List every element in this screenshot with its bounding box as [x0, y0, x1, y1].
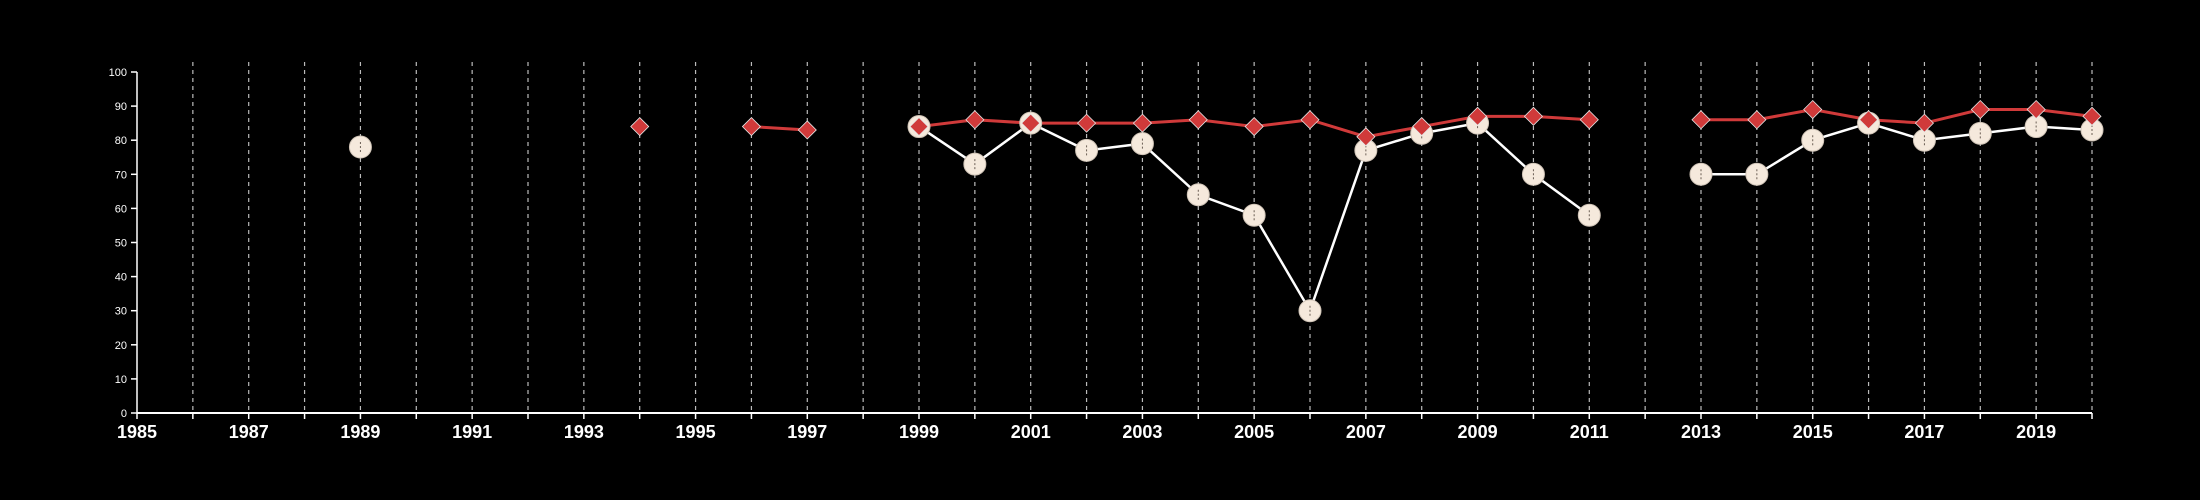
x-tick-label: 2001 [1011, 422, 1051, 442]
x-tick-label: 1993 [564, 422, 604, 442]
data-point-diamond [1970, 99, 1990, 120]
x-tick-label: 1989 [340, 422, 380, 442]
data-point-diamond [1244, 116, 1264, 137]
data-point-diamond [1859, 110, 1879, 130]
data-point-diamond [797, 120, 817, 140]
y-tick-label: 0 [121, 408, 127, 420]
y-tick-label: 60 [115, 203, 127, 215]
x-tick-label: 1997 [787, 422, 827, 442]
x-tick-label: 1999 [899, 422, 939, 442]
y-tick-label: 70 [115, 169, 127, 181]
axes: 0 10 20 30 40 50 60 70 80 90 100 1985 1987 1989 1991 19… [109, 67, 2093, 442]
y-tick-label: 20 [115, 340, 127, 352]
data-point-diamond [1132, 113, 1152, 133]
x-tick-label: 2009 [1458, 422, 1498, 442]
y-tick-label: 10 [115, 374, 127, 386]
data-point-diamond [909, 116, 929, 137]
x-tick-label: 1987 [229, 422, 269, 442]
data-point-diamond [2082, 106, 2102, 126]
data-point-diamond [1356, 127, 1376, 147]
x-tick-label: 2013 [1681, 422, 1721, 442]
data-point-diamond [1523, 106, 1543, 126]
data-point-diamond [1412, 116, 1432, 137]
x-tick-label: 2019 [2016, 422, 2056, 442]
x-tick-label: 1995 [676, 422, 716, 442]
data-point-diamond [630, 116, 650, 137]
y-tick-label: 100 [109, 67, 127, 79]
series-line-diamond [751, 125, 808, 132]
data-point-diamond [1914, 113, 1934, 133]
x-tick-label: 2003 [1122, 422, 1162, 442]
data-point-diamond [1300, 110, 1320, 130]
data-point-diamond [965, 110, 985, 130]
y-tick-label: 40 [115, 272, 127, 284]
x-tick-label: 1985 [117, 422, 157, 442]
data-point-diamond [1691, 110, 1711, 130]
x-tick-label: 2017 [1904, 422, 1944, 442]
data-point-diamond [1188, 110, 1208, 130]
data-point-diamond [1747, 110, 1767, 130]
data-point-diamond [2026, 99, 2046, 120]
y-tick-label: 30 [115, 306, 127, 318]
data-point-diamond [1077, 113, 1097, 133]
y-tick-label: 90 [115, 101, 127, 113]
x-tick-label: 2011 [1570, 422, 1609, 442]
data-point-diamond [741, 116, 761, 137]
y-tick-label: 50 [115, 238, 127, 250]
data-point-diamond [1021, 113, 1041, 133]
data-point-diamond [1468, 106, 1488, 126]
x-tick-label: 1991 [452, 422, 492, 442]
y-tick-label: 80 [115, 135, 127, 147]
data-point-diamond [1803, 99, 1823, 120]
series-layer [348, 99, 2104, 323]
x-tick-label: 2015 [1793, 422, 1833, 442]
x-tick-label: 2007 [1346, 422, 1386, 442]
data-point-diamond [1579, 110, 1599, 130]
x-tick-label: 2005 [1234, 422, 1274, 442]
